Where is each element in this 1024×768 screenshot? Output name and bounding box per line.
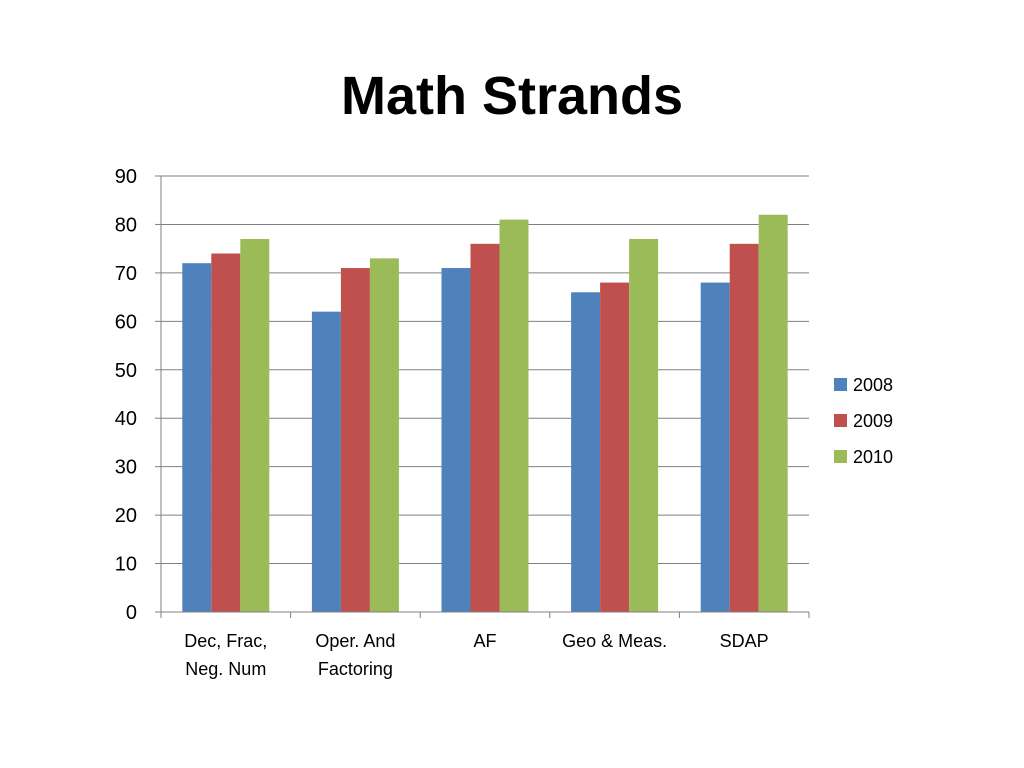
y-tick-label: 70 — [115, 263, 137, 285]
bar-2008-2 — [441, 268, 471, 612]
legend-label-2009: 2009 — [853, 411, 893, 431]
x-axis-category-labels: Dec, Frac, Neg. Num Oper. And Factoring AF Ge… — [184, 631, 768, 679]
legend-label-2010: 2010 — [853, 447, 893, 467]
bar-2009-0 — [211, 253, 241, 612]
y-tick-label: 80 — [115, 214, 137, 236]
x-category-label: AF — [473, 631, 496, 651]
y-tick-label: 50 — [115, 360, 137, 382]
y-tick-label: 60 — [115, 311, 137, 333]
bar-2010-4 — [758, 214, 788, 612]
bar-2009-3 — [600, 282, 630, 612]
slide-title: Math Strands — [340, 66, 684, 126]
axes — [155, 175, 810, 618]
bar-2010-2 — [499, 219, 529, 612]
x-category-label: Factoring — [318, 659, 393, 679]
y-tick-label: 40 — [115, 408, 137, 430]
legend: 2008 2009 2010 — [834, 375, 893, 467]
bar-2009-2 — [470, 243, 500, 613]
legend-swatch-2009 — [834, 414, 847, 427]
y-tick-label: 0 — [126, 602, 137, 624]
bar-2010-1 — [369, 258, 399, 612]
x-category-label: Geo & Meas. — [562, 631, 667, 651]
bar-2008-3 — [571, 292, 601, 612]
y-tick-label: 30 — [115, 457, 137, 479]
bar-2010-3 — [629, 238, 659, 612]
y-tick-label: 10 — [115, 554, 137, 576]
bar-2008-0 — [182, 263, 212, 612]
bar-2010-0 — [240, 238, 270, 612]
bar-2009-4 — [729, 243, 759, 613]
bar-2008-1 — [311, 311, 341, 612]
y-tick-label: 90 — [115, 166, 137, 188]
x-category-label: SDAP — [720, 631, 769, 651]
bar-2008-4 — [700, 282, 730, 612]
x-category-label: Neg. Num — [185, 659, 266, 679]
bar-2009-1 — [340, 268, 370, 612]
legend-label-2008: 2008 — [853, 375, 893, 395]
y-axis-tick-labels: 0 10 20 30 40 50 60 70 80 90 — [115, 166, 137, 624]
legend-swatch-2008 — [834, 378, 847, 391]
x-category-label: Oper. And — [315, 631, 395, 651]
bars — [182, 214, 788, 613]
y-tick-label: 20 — [115, 505, 137, 527]
x-category-label: Dec, Frac, — [184, 631, 267, 651]
legend-swatch-2010 — [834, 450, 847, 463]
